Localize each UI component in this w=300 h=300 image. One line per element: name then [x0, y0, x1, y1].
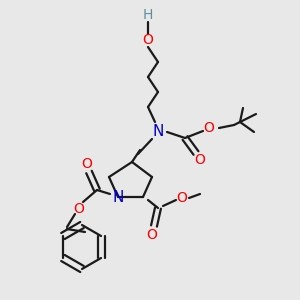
- Text: O: O: [82, 157, 92, 171]
- Text: O: O: [142, 33, 153, 47]
- Text: O: O: [74, 202, 84, 216]
- Text: H: H: [143, 8, 153, 22]
- Text: O: O: [204, 121, 214, 135]
- Text: O: O: [177, 191, 188, 205]
- Text: N: N: [112, 190, 124, 205]
- Text: O: O: [147, 228, 158, 242]
- Text: N: N: [152, 124, 164, 140]
- Text: O: O: [195, 153, 206, 167]
